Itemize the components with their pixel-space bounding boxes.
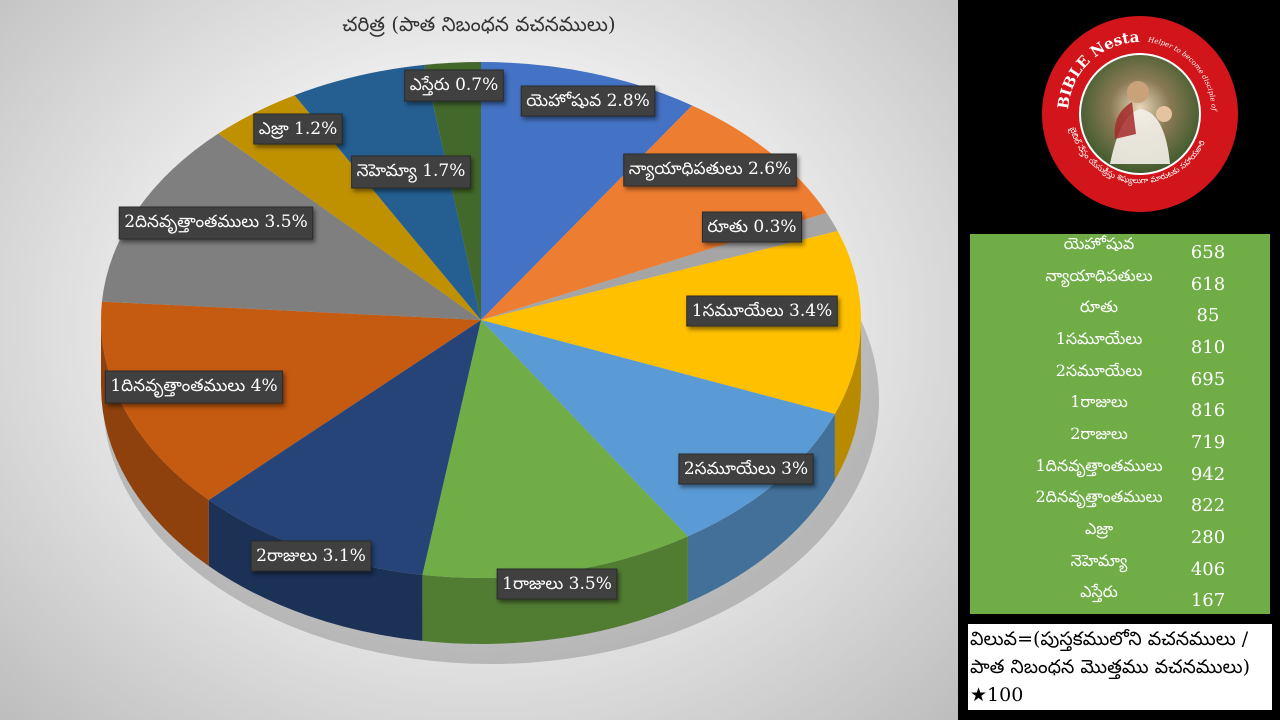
book-name: 2దినవృత్తాంతములు: [1035, 487, 1163, 507]
pie-data-label-text: 2రాజులు 3.1%: [256, 546, 366, 566]
table-row: 2దినవృత్తాంతములు 822: [970, 487, 1270, 517]
pie-data-label-text: ఎజ్రా 1.2%: [259, 119, 337, 139]
pie-data-label: 1రాజులు 3.5%: [496, 568, 618, 600]
pie-slice: [101, 301, 481, 501]
table-row: 2సమూయేలు 695: [970, 361, 1270, 391]
book-name: 2రాజులు: [1070, 424, 1128, 443]
table-row: 1సమూయేలు 810: [970, 329, 1270, 359]
book-name: ఎజ్రా: [1084, 519, 1114, 538]
verse-count: 719: [1190, 432, 1226, 453]
pie-slice: [424, 62, 481, 320]
pie-slice-side: [687, 413, 835, 603]
table-row: 1దినవృత్తాంతములు 942: [970, 456, 1270, 486]
pie-data-label-box: [623, 153, 797, 187]
book-name: యెహోషువ: [1063, 234, 1135, 253]
book-name: 1రాజులు: [1070, 392, 1128, 412]
pie-slice-side: [834, 320, 861, 480]
pie-slice: [422, 320, 688, 578]
pie-data-label-box: [686, 295, 838, 327]
book-name: నెహెమ్యా: [1070, 550, 1128, 570]
pie-data-label-box: [701, 211, 803, 243]
book-name: 1దినవృత్తాంతములు: [1035, 455, 1163, 475]
pie-chart: యెహోషువ 2.8% న్యాయాధిపతులు 2.6% రూతు 0.3% 1…: [101, 62, 879, 664]
pie-slice: [481, 230, 861, 414]
pie-data-label: 2రాజులు 3.1%: [250, 540, 372, 572]
pie-data-label-text: ఎస్తేరు 0.7%: [410, 75, 499, 96]
pie-data-label: నెహెమ్యా 1.7%: [351, 155, 471, 189]
book-name: న్యాయాధిపతులు: [1045, 265, 1153, 285]
book-name: 1సమూయేలు: [1055, 329, 1143, 348]
pie-data-label: ఎస్తేరు 0.7%: [404, 69, 504, 102]
table-row: రూతు 85: [970, 297, 1270, 327]
book-name: 2సమూయేలు: [1055, 360, 1143, 380]
pie-data-label-box: [250, 540, 372, 572]
logo-emblem: BIBLE Nestam Helper to become disciple o…: [1032, 0, 1238, 212]
book-name: ఎస్తేరు: [1080, 582, 1118, 602]
pie-data-label-box: [118, 206, 314, 240]
verse-count: 280: [1190, 527, 1226, 548]
pie-data-label-box: [351, 155, 471, 189]
pie-slice: [208, 320, 481, 575]
verse-count: 85: [1196, 305, 1220, 327]
pie-data-label-box: [253, 113, 343, 145]
verse-count: 942: [1190, 463, 1226, 485]
book-name: రూతు: [1079, 297, 1119, 317]
pie-data-label-text: యెహోషువ 2.8%: [526, 91, 650, 111]
verse-count-table: యెహోషువ 658 న్యాయాధిపతులు 618 రూతు 85 1స…: [970, 234, 1270, 614]
pie-data-label-text: నెహెమ్యా 1.7%: [357, 161, 466, 183]
verse-count: 810: [1190, 337, 1226, 358]
verse-count: 695: [1190, 368, 1226, 390]
table-row: 1రాజులు 816: [970, 392, 1270, 422]
table-row: న్యాయాధిపతులు 618: [970, 266, 1270, 296]
pie-data-label: న్యాయాధిపతులు 2.6%: [623, 153, 797, 187]
table-row: నెహెమ్యా 406: [970, 551, 1270, 581]
verse-count: 406: [1190, 558, 1226, 580]
verse-count: 618: [1190, 273, 1226, 295]
pie-data-label: యెహోషువ 2.8%: [520, 85, 656, 117]
pie-data-label: ఎజ్రా 1.2%: [253, 113, 343, 145]
chart-title: చరిత్ర (పాత నిబంధన వచనములు): [342, 12, 616, 36]
formula-footnote: విలువ=(పుస్తకములోని వచనములు / పాత నిబంధన…: [968, 624, 1272, 710]
logo-figure-head: [1127, 81, 1149, 103]
pie-data-label-box: [404, 69, 504, 102]
pie-data-label: 2దినవృత్తాంతములు 3.5%: [118, 206, 314, 240]
verse-count: 816: [1190, 400, 1226, 422]
pie-data-label-box: [678, 453, 814, 485]
pie-data-label: రూతు 0.3%: [701, 211, 803, 243]
table-row: యెహోషువ 658: [970, 234, 1270, 264]
chart-area: చరిత్ర (పాత నిబంధన వచనములు) యెహోషువ 2.8%…: [0, 0, 958, 720]
pie-data-label-text: 1దినవృత్తాంతములు 4%: [110, 376, 277, 398]
table-row: ఎస్తేరు 167: [970, 582, 1270, 612]
pie-data-label-box: [520, 85, 656, 117]
verse-count: 658: [1190, 242, 1226, 263]
pie-data-label: 1సమూయేలు 3.4%: [686, 295, 838, 327]
bible-nestam-logo: BIBLE Nestam Helper to become disciple o…: [1032, 0, 1240, 218]
pie-slice: [481, 62, 693, 320]
pie-data-label-text: 2దినవృత్తాంతములు 3.5%: [124, 212, 308, 234]
table-row: 2రాజులు 719: [970, 424, 1270, 454]
pie-data-label-box: [496, 568, 618, 600]
verse-count: 167: [1190, 590, 1226, 612]
pie-data-label-text: 1సమూయేలు 3.4%: [692, 301, 832, 321]
logo-figure-sash: [1114, 102, 1136, 139]
pie-slice-side: [101, 320, 209, 567]
verse-count: 822: [1190, 495, 1226, 517]
table-row: ఎజ్రా 280: [970, 519, 1270, 549]
pie-data-label-box: [104, 370, 284, 404]
logo-child-head: [1156, 106, 1172, 122]
pie-data-label-text: 2సమూయేలు 3%: [684, 459, 808, 479]
pie-data-label: 1దినవృత్తాంతములు 4%: [104, 370, 284, 404]
pie-data-label-text: రూతు 0.3%: [707, 217, 796, 237]
pie-data-label: 2సమూయేలు 3%: [678, 453, 814, 485]
pie-data-label-text: న్యాయాధిపతులు 2.6%: [629, 159, 792, 181]
pie-data-label-text: 1రాజులు 3.5%: [502, 574, 612, 594]
pie-slice: [218, 95, 481, 321]
